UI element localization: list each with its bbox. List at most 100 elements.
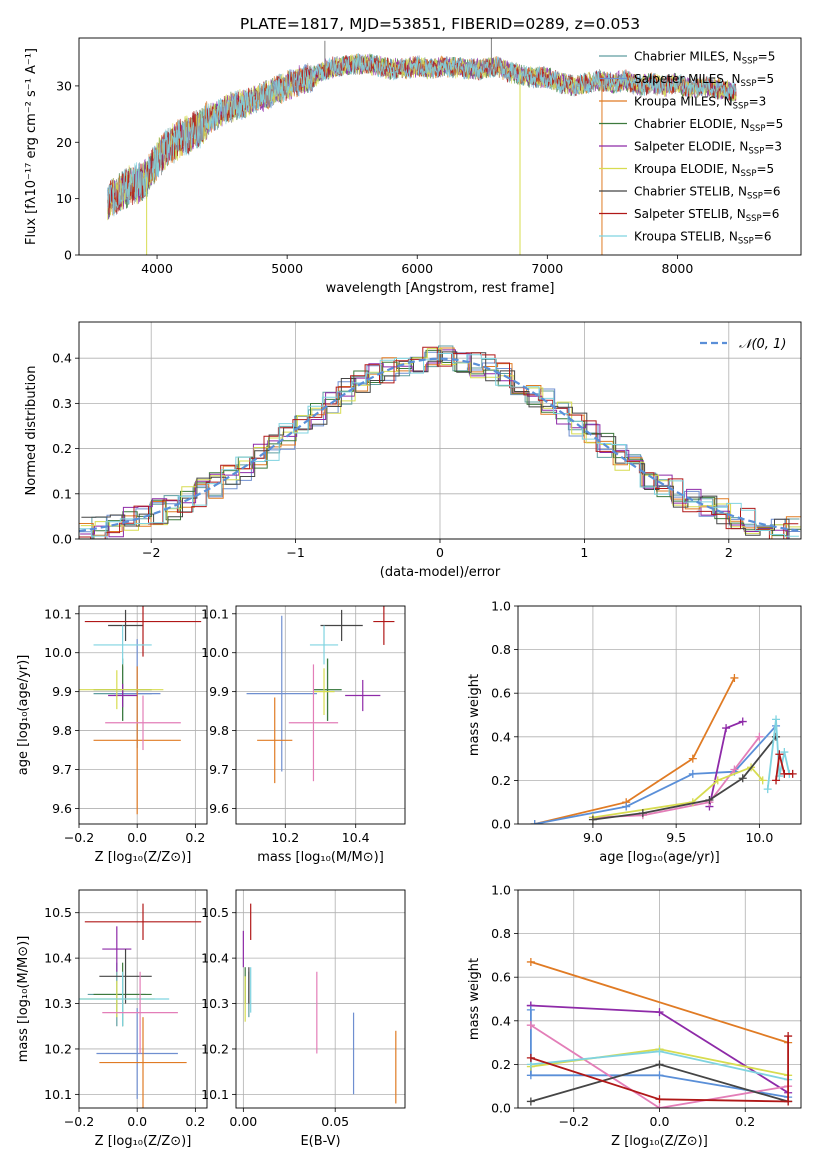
y-tick-label: 10.1 (44, 1087, 72, 1102)
panel-age-vs-Z: −0.2 0.0 0.2 9.6 9.7 9.8 9.9 10.0 10.1 Z [log₁₀(Z… (16, 605, 208, 865)
y-tick-label: 9.7 (209, 762, 229, 777)
weight-line (530, 1036, 789, 1103)
legend-nssp: =5 (766, 117, 784, 131)
legend-entry: Kroupa MILES, NSSP=3 (634, 95, 766, 112)
y-tick-label: 0.2 (491, 773, 511, 788)
y-axis-label: Normed distribution (24, 366, 39, 496)
legend-model-name: Chabrier STELIB, N (634, 185, 747, 199)
legend-nssp: =3 (749, 95, 767, 109)
x-tick-label: 0 (436, 545, 444, 560)
y-tick-label: 1.0 (491, 883, 511, 898)
weight-line (775, 753, 793, 781)
weight-marker (730, 673, 739, 682)
gaussian-curve (79, 357, 801, 533)
legend-entry: Kroupa STELIB, NSSP=6 (634, 230, 772, 247)
axes-frame (78, 889, 208, 1109)
histogram-salpeter-miles (79, 351, 801, 539)
y-tick-label: 0.6 (491, 970, 511, 985)
legend-nssp: =3 (764, 140, 782, 154)
plot-area (79, 606, 202, 815)
weight-marker (772, 776, 781, 785)
x-tick-label: 8000 (662, 261, 694, 276)
weight-marker (713, 776, 722, 785)
weight-marker (780, 748, 789, 757)
y-axis-label: mass weight (467, 958, 482, 1040)
x-axis-label: mass [log₁₀(M/M⊙)] (257, 850, 384, 865)
legend-nssp: =6 (762, 207, 780, 221)
y-tick-label: 0.2 (52, 441, 72, 456)
x-tick-label: 0.00 (229, 1114, 257, 1129)
histogram-kroupa-elodie (80, 348, 801, 534)
weight-marker (772, 715, 781, 724)
legend-model-name: Chabrier ELODIE, N (634, 117, 750, 131)
y-tick-label: 0 (64, 248, 72, 263)
axes-frame (235, 605, 406, 825)
x-axis-label: Z [log₁₀(Z/Z⊙)] (95, 850, 192, 865)
panel-spectrum: 4000 5000 6000 7000 8000 0 10 20 30 wavelength [A… (24, 37, 802, 296)
legend-model-name: Kroupa ELODIE, N (634, 162, 741, 176)
x-axis-label: age [log₁₀(age/yr)] (599, 850, 720, 865)
y-tick-label: 0.4 (491, 729, 511, 744)
weight-marker (688, 754, 697, 763)
weight-marker (622, 802, 631, 811)
y-tick-label: 9.6 (209, 801, 229, 816)
weight-marker (588, 815, 597, 824)
histogram-chabrier-stelib (81, 351, 801, 539)
legend-subscript: SSP (747, 192, 763, 202)
weight-marker (758, 776, 767, 785)
x-tick-label: 0.05 (321, 1114, 349, 1129)
legend-subscript: SSP (741, 169, 757, 179)
legend-entry: Kroupa ELODIE, NSSP=5 (634, 162, 774, 179)
legend-subscript: SSP (738, 237, 754, 247)
weight-marker (655, 1047, 664, 1056)
weight-marker (755, 732, 764, 741)
x-tick-label: 4000 (141, 261, 173, 276)
legend-subscript: SSP (748, 147, 764, 157)
panel-mass-vs-Z: −0.2 0.0 0.2 10.1 10.2 10.3 10.4 10.5 Z [log₁₀(Z… (16, 889, 208, 1149)
y-tick-label: 10.3 (44, 996, 72, 1011)
x-tick-label: 0.0 (127, 1114, 147, 1129)
weight-marker (526, 1005, 535, 1014)
weight-marker (738, 717, 747, 726)
y-tick-label: 0.0 (491, 817, 511, 832)
y-tick-label: 10.4 (201, 951, 229, 966)
plot-area (107, 38, 737, 255)
y-tick-label: 10.5 (44, 905, 72, 920)
histogram-salpeter-elodie (80, 349, 801, 539)
weight-line (592, 766, 764, 819)
plot-area (79, 903, 202, 1108)
weight-marker (780, 769, 789, 778)
y-tick-label: 10.1 (44, 606, 72, 621)
weight-marker (526, 1097, 535, 1106)
legend-nssp: =5 (756, 162, 774, 176)
x-tick-label: 9.5 (666, 830, 686, 845)
panel-mass-vs-ebv: 0.00 0.05 10.1 10.2 10.3 10.4 10.5 E(B-V) (201, 889, 406, 1149)
legend-entry: 𝒩(0, 1) (739, 337, 786, 352)
legend-model-name: Salpeter MILES, N (634, 72, 741, 86)
panel-residuals: −2 −1 0 1 2 0.0 0.1 0.2 0.3 0.4 (data-model)/error… (24, 321, 802, 580)
x-tick-label: 0.2 (185, 1114, 205, 1129)
weight-marker (526, 957, 535, 966)
legend-entry: Chabrier ELODIE, NSSP=5 (634, 117, 783, 134)
x-tick-label: −0.2 (64, 830, 94, 845)
y-tick-label: 9.9 (209, 684, 229, 699)
figure-title: PLATE=1817, MJD=53851, FIBERID=0289, z=0… (240, 15, 640, 33)
y-tick-label: 0.8 (491, 642, 511, 657)
x-tick-label: 6000 (401, 261, 433, 276)
y-tick-label: 10 (56, 191, 72, 206)
x-tick-label: 7000 (531, 261, 563, 276)
y-tick-label: 9.6 (52, 801, 72, 816)
legend-subscript: SSP (750, 124, 766, 134)
spectrum-line-kroupa-stelib (107, 53, 737, 217)
legend-subscript: SSP (742, 57, 758, 67)
legend-nssp: =6 (754, 230, 772, 244)
legend-entry: Salpeter MILES, NSSP=5 (634, 72, 774, 89)
legend-nssp: =5 (756, 72, 774, 86)
weight-marker (655, 1104, 664, 1108)
x-tick-label: 10.2 (271, 830, 299, 845)
y-tick-label: 20 (56, 135, 72, 150)
y-axis-label: age [log₁₀(age/yr)] (16, 655, 31, 776)
panel-weight-vs-Z: −0.2 0.0 0.2 0.0 0.2 0.4 0.6 0.8 1.0 Z [log₁₀(Z/Z… (467, 883, 802, 1149)
legend-entry: Salpeter STELIB, NSSP=6 (634, 207, 779, 224)
y-tick-label: 10.4 (44, 951, 72, 966)
